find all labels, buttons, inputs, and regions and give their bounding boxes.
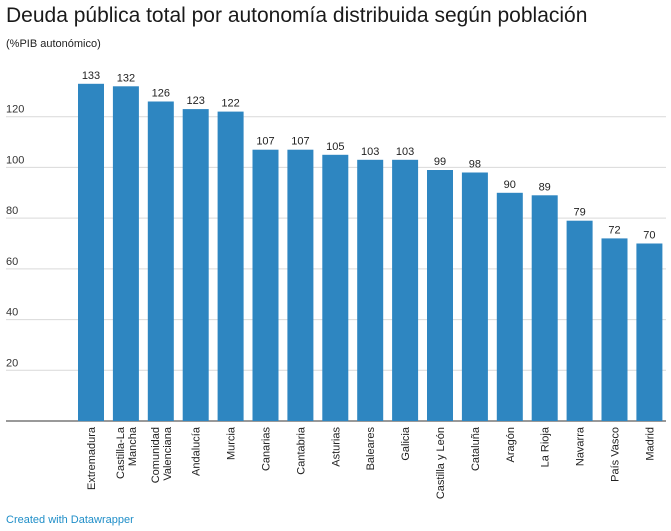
bars (78, 83, 663, 422)
bar[interactable] (217, 111, 244, 421)
bar[interactable] (531, 195, 558, 421)
chart-title: Deuda pública total por autonomía distri… (6, 4, 588, 27)
bar[interactable] (147, 101, 174, 422)
y-tick-label: 60 (6, 256, 18, 268)
value-label: 70 (643, 230, 655, 242)
category-label: Cantabria (295, 426, 307, 475)
category-label: Andalucía (191, 426, 203, 476)
bar[interactable] (287, 149, 314, 421)
bar[interactable] (78, 83, 104, 422)
category-labels: Extremadura Castilla-La Mancha Comunidad Val… (86, 426, 656, 499)
value-label: 133 (82, 70, 100, 82)
bar[interactable] (392, 159, 419, 422)
bar[interactable] (496, 192, 523, 421)
value-label: 89 (539, 181, 551, 193)
value-label: 90 (504, 179, 516, 191)
value-label: 105 (326, 141, 344, 153)
bar[interactable] (112, 86, 139, 422)
category-label: Galicia (400, 426, 412, 461)
value-label: 123 (187, 95, 205, 107)
value-label: 103 (396, 146, 414, 158)
category-label: Aragón (505, 427, 517, 462)
y-tick-label: 100 (6, 154, 24, 166)
category-label: Murcia (226, 426, 238, 460)
value-label: 122 (221, 98, 239, 110)
value-label: 79 (573, 207, 585, 219)
bar[interactable] (636, 243, 663, 422)
y-tick-label: 20 (6, 357, 18, 369)
value-label: 98 (469, 159, 481, 171)
category-label: Madrid (644, 427, 656, 461)
bar[interactable] (566, 220, 593, 421)
y-tick-label: 40 (6, 307, 18, 319)
category-label: País Vasco (610, 427, 622, 482)
chart-subtitle: (%PIB autonómico) (6, 38, 101, 50)
bar[interactable] (322, 154, 349, 422)
category-label: Mancha (127, 426, 139, 466)
value-label: 132 (117, 72, 135, 84)
category-label: Comunidad (150, 427, 162, 483)
category-label: Cataluña (470, 426, 482, 471)
bar[interactable] (182, 109, 209, 421)
y-tick-label: 80 (6, 205, 18, 217)
bar[interactable] (601, 238, 628, 421)
category-label: Canarias (261, 427, 273, 472)
category-label: Extremadura (86, 426, 98, 490)
value-label: 107 (256, 136, 274, 148)
value-label: 99 (434, 156, 446, 168)
category-label: Navarra (575, 426, 587, 466)
y-tick-label: 120 (6, 104, 24, 116)
value-label: 103 (361, 146, 379, 158)
value-labels: 133 132 126 123 122 107 107 105 103 103 99 98 90 89 79… (82, 70, 656, 242)
category-label: La Rioja (540, 426, 552, 467)
category-label: Castilla y León (435, 427, 447, 499)
category-label: Valenciana (162, 426, 174, 480)
bar[interactable] (427, 170, 453, 421)
datawrapper-credit-link[interactable]: Created with Datawrapper (6, 514, 134, 526)
bar[interactable] (252, 149, 279, 421)
bar[interactable] (461, 172, 488, 422)
value-label: 107 (291, 136, 309, 148)
category-label: Asturias (330, 427, 342, 467)
category-label: Castilla-La (115, 426, 127, 479)
bar[interactable] (357, 159, 384, 422)
category-label: Baleares (365, 427, 377, 471)
value-label: 126 (152, 88, 170, 100)
value-label: 72 (608, 224, 620, 236)
